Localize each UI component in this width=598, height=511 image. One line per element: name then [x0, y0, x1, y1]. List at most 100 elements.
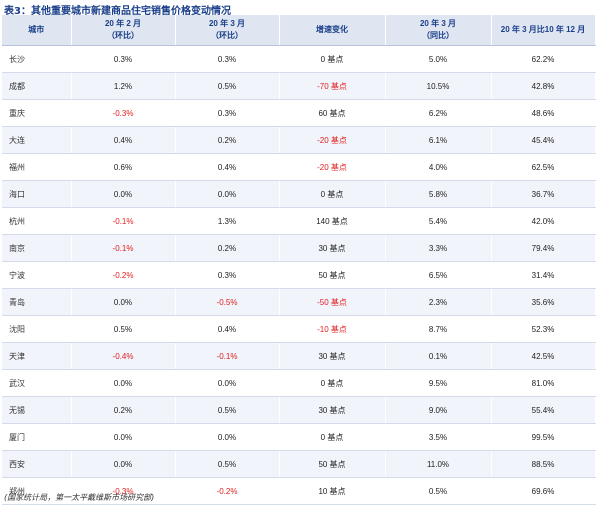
cell-city: 宁波	[2, 261, 72, 289]
cell-growth-change: 30 基点	[279, 396, 386, 424]
cell-mar-vs-dec: 42.0%	[491, 207, 596, 235]
cell-growth-change: 0 基点	[279, 180, 386, 208]
cell-mar-mom: 0.5%	[175, 72, 280, 100]
cell-city: 青岛	[2, 288, 72, 316]
cell-growth-change: -10 基点	[279, 315, 386, 343]
cell-feb-mom: -0.1%	[71, 207, 176, 235]
cell-growth-change: -70 基点	[279, 72, 386, 100]
cell-mar-vs-dec: 52.3%	[491, 315, 596, 343]
cell-mar-yoy: 6.5%	[385, 261, 492, 289]
table-row: 南京 -0.1% 0.2% 30 基点 3.3% 79.4%	[2, 234, 596, 262]
table-row: 天津 -0.4% -0.1% 30 基点 0.1% 42.5%	[2, 342, 596, 370]
cell-growth-change: -50 基点	[279, 288, 386, 316]
cell-mar-yoy: 11.0%	[385, 450, 492, 478]
cell-mar-mom: 0.4%	[175, 153, 280, 181]
cell-city: 重庆	[2, 99, 72, 127]
cell-city: 郑州	[2, 477, 72, 505]
cell-mar-mom: 0.0%	[175, 423, 280, 451]
cell-mar-yoy: 6.1%	[385, 126, 492, 154]
cell-mar-vs-dec: 45.4%	[491, 126, 596, 154]
header-row: 城市 20 年 2 月（环比） 20 年 3 月（环比） 增速变化 20 年 3…	[2, 15, 596, 46]
cell-city: 西安	[2, 450, 72, 478]
cell-city: 成都	[2, 72, 72, 100]
table-row: 宁波 -0.2% 0.3% 50 基点 6.5% 31.4%	[2, 261, 596, 289]
cell-mar-mom: 0.2%	[175, 126, 280, 154]
cell-mar-vs-dec: 69.6%	[491, 477, 596, 505]
header-mar-vs-dec: 20 年 3 月比10 年 12 月	[491, 15, 596, 46]
cell-mar-yoy: 6.2%	[385, 99, 492, 127]
table-row: 杭州 -0.1% 1.3% 140 基点 5.4% 42.0%	[2, 207, 596, 235]
table-row: 青岛 0.0% -0.5% -50 基点 2.3% 35.6%	[2, 288, 596, 316]
cell-feb-mom: 0.2%	[71, 396, 176, 424]
cell-feb-mom: -0.2%	[71, 261, 176, 289]
cell-feb-mom: 0.0%	[71, 450, 176, 478]
header-mar-mom: 20 年 3 月（环比）	[175, 15, 280, 46]
cell-mar-mom: -0.5%	[175, 288, 280, 316]
cell-growth-change: 30 基点	[279, 342, 386, 370]
cell-mar-mom: 1.3%	[175, 207, 280, 235]
table-row: 西安 0.0% 0.5% 50 基点 11.0% 88.5%	[2, 450, 596, 478]
cell-mar-yoy: 5.4%	[385, 207, 492, 235]
table-row: 福州 0.6% 0.4% -20 基点 4.0% 62.5%	[2, 153, 596, 181]
cell-mar-vs-dec: 99.5%	[491, 423, 596, 451]
table-row: 厦门 0.0% 0.0% 0 基点 3.5% 99.5%	[2, 423, 596, 451]
cell-mar-yoy: 3.5%	[385, 423, 492, 451]
header-feb-mom: 20 年 2 月（环比）	[71, 15, 176, 46]
cell-mar-mom: 0.2%	[175, 234, 280, 262]
cell-city: 杭州	[2, 207, 72, 235]
cell-city: 无锡	[2, 396, 72, 424]
price-change-table: 城市 20 年 2 月（环比） 20 年 3 月（环比） 增速变化 20 年 3…	[2, 15, 596, 505]
table-row: 长沙 0.3% 0.3% 0 基点 5.0% 62.2%	[2, 45, 596, 73]
cell-mar-vs-dec: 42.8%	[491, 72, 596, 100]
table-row: 海口 0.0% 0.0% 0 基点 5.8% 36.7%	[2, 180, 596, 208]
cell-mar-yoy: 4.0%	[385, 153, 492, 181]
cell-mar-mom: 0.3%	[175, 99, 280, 127]
cell-mar-vs-dec: 62.2%	[491, 45, 596, 73]
table-row: 成都 1.2% 0.5% -70 基点 10.5% 42.8%	[2, 72, 596, 100]
cell-mar-vs-dec: 62.5%	[491, 153, 596, 181]
cell-mar-yoy: 9.0%	[385, 396, 492, 424]
table-row: 郑州 -0.3% -0.2% 10 基点 0.5% 69.6%	[2, 477, 596, 505]
cell-mar-mom: 0.5%	[175, 396, 280, 424]
table-row: 重庆 -0.3% 0.3% 60 基点 6.2% 48.6%	[2, 99, 596, 127]
cell-growth-change: 0 基点	[279, 369, 386, 397]
source-footnote: (国家统计局，第一太平戴维斯市场研究部)	[4, 493, 155, 502]
cell-mar-yoy: 5.0%	[385, 45, 492, 73]
cell-city: 天津	[2, 342, 72, 370]
cell-mar-yoy: 2.3%	[385, 288, 492, 316]
table-row: 无锡 0.2% 0.5% 30 基点 9.0% 55.4%	[2, 396, 596, 424]
cell-feb-mom: 0.0%	[71, 423, 176, 451]
table-row: 大连 0.4% 0.2% -20 基点 6.1% 45.4%	[2, 126, 596, 154]
cell-mar-vs-dec: 79.4%	[491, 234, 596, 262]
cell-mar-yoy: 8.7%	[385, 315, 492, 343]
cell-mar-vs-dec: 35.6%	[491, 288, 596, 316]
table-row: 沈阳 0.5% 0.4% -10 基点 8.7% 52.3%	[2, 315, 596, 343]
cell-mar-mom: 0.5%	[175, 450, 280, 478]
cell-growth-change: 50 基点	[279, 450, 386, 478]
cell-mar-vs-dec: 42.5%	[491, 342, 596, 370]
cell-mar-mom: 0.4%	[175, 315, 280, 343]
cell-growth-change: 0 基点	[279, 423, 386, 451]
cell-growth-change: -20 基点	[279, 126, 386, 154]
cell-growth-change: 0 基点	[279, 45, 386, 73]
cell-mar-yoy: 5.8%	[385, 180, 492, 208]
cell-city: 厦门	[2, 423, 72, 451]
cell-growth-change: 60 基点	[279, 99, 386, 127]
cell-mar-mom: -0.2%	[175, 477, 280, 505]
cell-feb-mom: 0.0%	[71, 180, 176, 208]
cell-feb-mom: -0.3%	[71, 99, 176, 127]
cell-city: 福州	[2, 153, 72, 181]
cell-city: 沈阳	[2, 315, 72, 343]
cell-city: 武汉	[2, 369, 72, 397]
cell-mar-yoy: 3.3%	[385, 234, 492, 262]
cell-mar-yoy: 0.5%	[385, 477, 492, 505]
cell-mar-mom: 0.0%	[175, 369, 280, 397]
cell-feb-mom: -0.3%	[71, 477, 176, 505]
cell-mar-vs-dec: 81.0%	[491, 369, 596, 397]
cell-feb-mom: 1.2%	[71, 72, 176, 100]
cell-feb-mom: 0.3%	[71, 45, 176, 73]
cell-growth-change: 140 基点	[279, 207, 386, 235]
table-title: 表3：其他重要城市新建商品住宅销售价格变动情况	[4, 6, 231, 17]
header-growth-change: 增速变化	[279, 15, 386, 46]
cell-feb-mom: 0.4%	[71, 126, 176, 154]
